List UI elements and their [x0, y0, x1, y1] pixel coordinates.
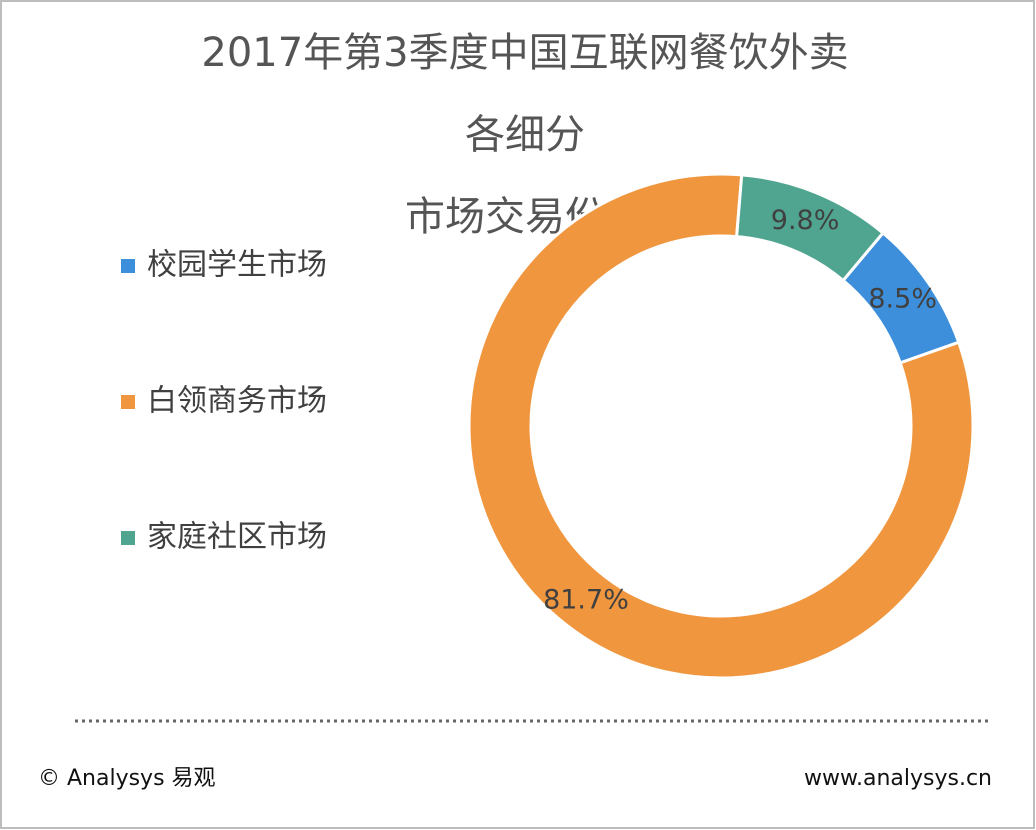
- value-label: 8.5%: [868, 284, 937, 315]
- legend-swatch: [121, 395, 135, 409]
- legend-label: 白领商务市场: [147, 384, 327, 419]
- value-label: 9.8%: [771, 205, 840, 236]
- donut-segment: [467, 172, 975, 680]
- chart-title: 2017年第3季度中国互联网餐饮外卖: [201, 30, 848, 76]
- legend-swatch: [121, 259, 135, 273]
- donut-segment: [735, 173, 886, 283]
- value-label: 81.7%: [543, 584, 629, 615]
- chart-title: 各细分: [465, 112, 585, 158]
- legend-label: 家庭社区市场: [147, 520, 327, 555]
- legend-swatch: [121, 531, 135, 545]
- legend-label: 校园学生市场: [147, 248, 327, 283]
- footer-right: www.analysys.cn: [804, 766, 992, 791]
- footer-left: © Analysys 易观: [38, 766, 216, 791]
